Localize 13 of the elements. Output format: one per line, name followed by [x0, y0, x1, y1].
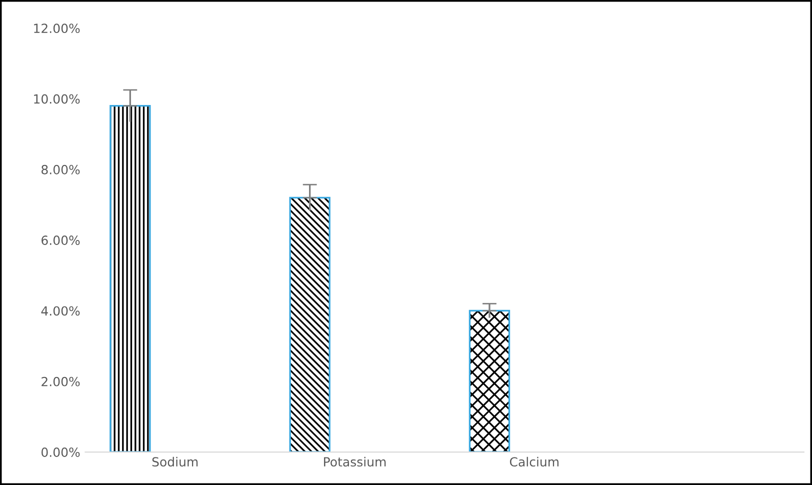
y-tick-label: 6.00%	[42, 236, 80, 245]
y-tick-label: 0.00%	[42, 447, 80, 457]
bar	[110, 105, 151, 452]
y-tick-label: 12.00%	[34, 24, 80, 34]
x-tick-label: Calcium	[510, 456, 558, 467]
bar	[289, 196, 330, 452]
x-tick-label: Potassium	[324, 456, 386, 467]
y-tick-label: 2.00%	[42, 376, 80, 386]
x-tick-label: Sodium	[152, 456, 198, 467]
y-tick-label: 4.00%	[41, 306, 80, 316]
y-tick-label: 8.00%	[42, 164, 80, 174]
y-tick-label: 10.00%	[34, 94, 80, 104]
bar	[468, 310, 510, 452]
